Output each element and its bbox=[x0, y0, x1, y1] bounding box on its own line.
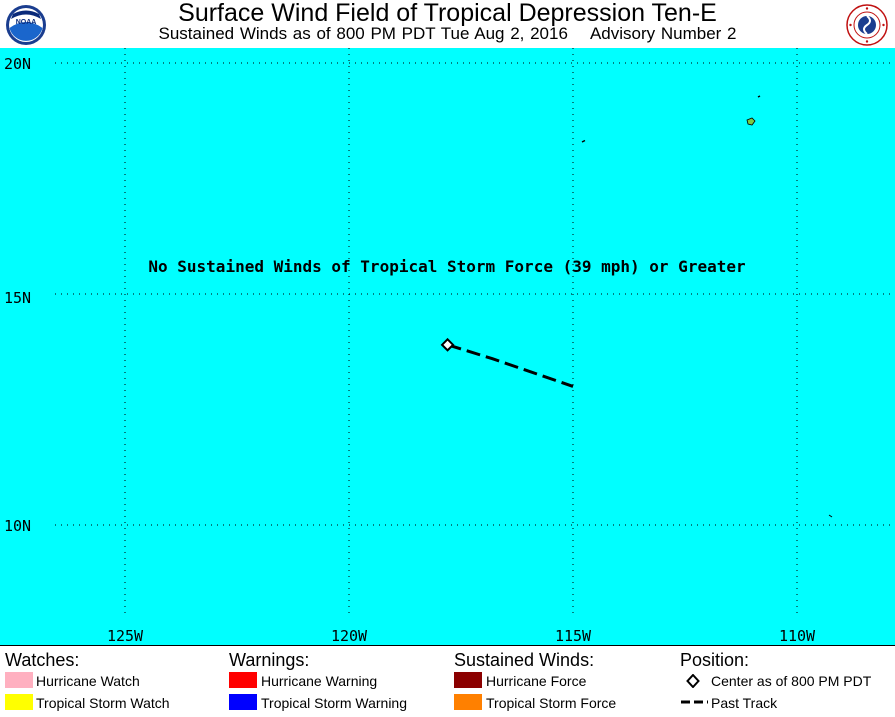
island-small bbox=[581, 139, 586, 143]
legend: Watches: Warnings: Sustained Winds: Posi… bbox=[0, 645, 895, 717]
lat-lon-grid bbox=[55, 48, 895, 618]
wind-field-map: 20N 15N 10N 125W 120W 115W 110W No Susta… bbox=[0, 48, 895, 645]
center-diamond-icon bbox=[686, 674, 700, 688]
island-socorro bbox=[746, 117, 756, 126]
tropical-storm-warning-swatch bbox=[229, 694, 257, 710]
advisory-time: Sustained Winds as of 800 PM PDT Tue Aug… bbox=[158, 24, 568, 43]
past-track-line bbox=[447, 343, 574, 388]
lat-label: 15N bbox=[4, 289, 31, 307]
header: Surface Wind Field of Tropical Depressio… bbox=[0, 0, 895, 48]
legend-warnings-heading: Warnings: bbox=[229, 650, 310, 670]
advisory-number: Advisory Number 2 bbox=[589, 24, 737, 43]
hurricane-warning-swatch bbox=[229, 672, 257, 688]
hurricane-force-swatch bbox=[454, 672, 482, 688]
past-track-dash-icon bbox=[681, 700, 708, 704]
lon-label: 110W bbox=[779, 627, 816, 645]
island-small bbox=[757, 95, 761, 98]
legend-watches-heading: Watches: bbox=[5, 650, 80, 670]
page-subtitle: Sustained Winds as of 800 PM PDT Tue Aug… bbox=[0, 24, 895, 44]
hurricane-watch-swatch bbox=[5, 672, 33, 688]
legend-winds-heading: Sustained Winds: bbox=[454, 650, 595, 670]
island-clipperton bbox=[828, 514, 833, 518]
center-position-label: Center as of 800 PM PDT bbox=[711, 673, 872, 689]
lat-label: 20N bbox=[4, 55, 31, 73]
national-weather-service-logo-icon bbox=[846, 4, 888, 46]
latitude-labels: 20N 15N 10N bbox=[4, 55, 31, 535]
lon-label: 125W bbox=[107, 627, 144, 645]
tropical-storm-watch-label: Tropical Storm Watch bbox=[36, 695, 170, 711]
past-track-label: Past Track bbox=[711, 695, 778, 711]
hurricane-force-label: Hurricane Force bbox=[486, 673, 587, 689]
lon-label: 115W bbox=[555, 627, 592, 645]
hurricane-warning-label: Hurricane Warning bbox=[261, 673, 378, 689]
hurricane-watch-label: Hurricane Watch bbox=[36, 673, 140, 689]
noaa-logo-icon: NOAA bbox=[6, 5, 46, 45]
tropical-storm-watch-swatch bbox=[5, 694, 33, 710]
longitude-labels: 125W 120W 115W 110W bbox=[107, 627, 816, 645]
storm-center-marker bbox=[440, 337, 455, 352]
lon-label: 120W bbox=[331, 627, 368, 645]
tropical-storm-force-label: Tropical Storm Force bbox=[486, 695, 617, 711]
page-title: Surface Wind Field of Tropical Depressio… bbox=[178, 0, 717, 27]
tropical-storm-force-swatch bbox=[454, 694, 482, 710]
legend-position-heading: Position: bbox=[680, 650, 750, 670]
lat-label: 10N bbox=[4, 517, 31, 535]
islands bbox=[581, 95, 833, 518]
no-winds-message: No Sustained Winds of Tropical Storm For… bbox=[148, 257, 745, 276]
noaa-logo-text: NOAA bbox=[16, 19, 37, 26]
tropical-storm-warning-label: Tropical Storm Warning bbox=[261, 695, 408, 711]
